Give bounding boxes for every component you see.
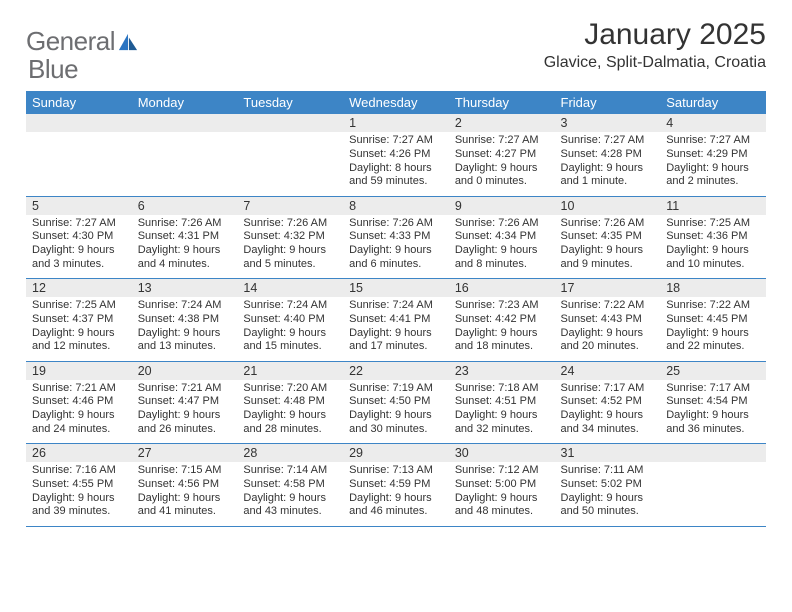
day-info: Sunrise: 7:26 AMSunset: 4:31 PMDaylight:… [132, 215, 238, 279]
title-block: January 2025 Glavice, Split-Dalmatia, Cr… [544, 18, 766, 72]
day-header-row: SundayMondayTuesdayWednesdayThursdayFrid… [26, 91, 766, 114]
daynum-row: 1234 [26, 114, 766, 132]
day-info: Sunrise: 7:27 AMSunset: 4:29 PMDaylight:… [660, 132, 766, 196]
day-number: 30 [449, 444, 555, 463]
day-info: Sunrise: 7:17 AMSunset: 4:54 PMDaylight:… [660, 380, 766, 444]
day-header: Friday [555, 91, 661, 114]
logo: General [26, 26, 140, 57]
day-number: 31 [555, 444, 661, 463]
logo-word1: General [26, 26, 115, 57]
day-info [237, 132, 343, 196]
day-number: 10 [555, 196, 661, 215]
calendar-table: SundayMondayTuesdayWednesdayThursdayFrid… [26, 91, 766, 527]
day-number: 22 [343, 361, 449, 380]
day-number: 21 [237, 361, 343, 380]
day-number: 7 [237, 196, 343, 215]
day-number: 13 [132, 279, 238, 298]
day-number: 17 [555, 279, 661, 298]
day-info: Sunrise: 7:19 AMSunset: 4:50 PMDaylight:… [343, 380, 449, 444]
day-number: 23 [449, 361, 555, 380]
day-info: Sunrise: 7:20 AMSunset: 4:48 PMDaylight:… [237, 380, 343, 444]
day-header: Wednesday [343, 91, 449, 114]
day-info: Sunrise: 7:11 AMSunset: 5:02 PMDaylight:… [555, 462, 661, 526]
day-number: 5 [26, 196, 132, 215]
day-number: 26 [26, 444, 132, 463]
day-number [660, 444, 766, 463]
location: Glavice, Split-Dalmatia, Croatia [544, 54, 766, 72]
day-info: Sunrise: 7:24 AMSunset: 4:41 PMDaylight:… [343, 297, 449, 361]
day-info: Sunrise: 7:21 AMSunset: 4:47 PMDaylight:… [132, 380, 238, 444]
day-info: Sunrise: 7:23 AMSunset: 4:42 PMDaylight:… [449, 297, 555, 361]
day-info: Sunrise: 7:24 AMSunset: 4:40 PMDaylight:… [237, 297, 343, 361]
day-info [660, 462, 766, 526]
day-number: 24 [555, 361, 661, 380]
info-row: Sunrise: 7:21 AMSunset: 4:46 PMDaylight:… [26, 380, 766, 444]
day-info: Sunrise: 7:24 AMSunset: 4:38 PMDaylight:… [132, 297, 238, 361]
day-number: 6 [132, 196, 238, 215]
day-info: Sunrise: 7:26 AMSunset: 4:35 PMDaylight:… [555, 215, 661, 279]
day-info [132, 132, 238, 196]
day-info: Sunrise: 7:18 AMSunset: 4:51 PMDaylight:… [449, 380, 555, 444]
day-info: Sunrise: 7:27 AMSunset: 4:30 PMDaylight:… [26, 215, 132, 279]
day-number: 9 [449, 196, 555, 215]
day-info: Sunrise: 7:15 AMSunset: 4:56 PMDaylight:… [132, 462, 238, 526]
info-row: Sunrise: 7:27 AMSunset: 4:26 PMDaylight:… [26, 132, 766, 196]
day-number: 29 [343, 444, 449, 463]
day-info: Sunrise: 7:14 AMSunset: 4:58 PMDaylight:… [237, 462, 343, 526]
day-number: 1 [343, 114, 449, 132]
day-number: 25 [660, 361, 766, 380]
day-header: Thursday [449, 91, 555, 114]
day-number: 3 [555, 114, 661, 132]
daynum-row: 12131415161718 [26, 279, 766, 298]
logo-sail-icon [117, 32, 139, 52]
day-number: 2 [449, 114, 555, 132]
day-info: Sunrise: 7:25 AMSunset: 4:37 PMDaylight:… [26, 297, 132, 361]
day-number [26, 114, 132, 132]
info-row: Sunrise: 7:16 AMSunset: 4:55 PMDaylight:… [26, 462, 766, 526]
day-number: 19 [26, 361, 132, 380]
info-row: Sunrise: 7:27 AMSunset: 4:30 PMDaylight:… [26, 215, 766, 279]
day-number: 4 [660, 114, 766, 132]
logo-word2: Blue [28, 54, 78, 84]
daynum-row: 19202122232425 [26, 361, 766, 380]
day-info: Sunrise: 7:26 AMSunset: 4:32 PMDaylight:… [237, 215, 343, 279]
day-info: Sunrise: 7:22 AMSunset: 4:43 PMDaylight:… [555, 297, 661, 361]
calendar-page: General January 2025 Glavice, Split-Dalm… [0, 0, 792, 527]
day-info: Sunrise: 7:27 AMSunset: 4:26 PMDaylight:… [343, 132, 449, 196]
day-info: Sunrise: 7:12 AMSunset: 5:00 PMDaylight:… [449, 462, 555, 526]
day-number: 18 [660, 279, 766, 298]
day-number: 20 [132, 361, 238, 380]
day-number: 15 [343, 279, 449, 298]
day-number: 11 [660, 196, 766, 215]
day-info: Sunrise: 7:26 AMSunset: 4:33 PMDaylight:… [343, 215, 449, 279]
day-header: Sunday [26, 91, 132, 114]
day-number [237, 114, 343, 132]
day-info: Sunrise: 7:16 AMSunset: 4:55 PMDaylight:… [26, 462, 132, 526]
day-header: Tuesday [237, 91, 343, 114]
day-info: Sunrise: 7:21 AMSunset: 4:46 PMDaylight:… [26, 380, 132, 444]
day-info: Sunrise: 7:26 AMSunset: 4:34 PMDaylight:… [449, 215, 555, 279]
day-info: Sunrise: 7:25 AMSunset: 4:36 PMDaylight:… [660, 215, 766, 279]
day-number: 8 [343, 196, 449, 215]
info-row: Sunrise: 7:25 AMSunset: 4:37 PMDaylight:… [26, 297, 766, 361]
daynum-row: 567891011 [26, 196, 766, 215]
day-number: 12 [26, 279, 132, 298]
day-number: 28 [237, 444, 343, 463]
month-title: January 2025 [544, 18, 766, 52]
day-info: Sunrise: 7:17 AMSunset: 4:52 PMDaylight:… [555, 380, 661, 444]
day-number [132, 114, 238, 132]
day-header: Saturday [660, 91, 766, 114]
day-info: Sunrise: 7:27 AMSunset: 4:27 PMDaylight:… [449, 132, 555, 196]
day-number: 16 [449, 279, 555, 298]
day-info: Sunrise: 7:13 AMSunset: 4:59 PMDaylight:… [343, 462, 449, 526]
day-number: 27 [132, 444, 238, 463]
day-info [26, 132, 132, 196]
day-info: Sunrise: 7:22 AMSunset: 4:45 PMDaylight:… [660, 297, 766, 361]
day-info: Sunrise: 7:27 AMSunset: 4:28 PMDaylight:… [555, 132, 661, 196]
day-number: 14 [237, 279, 343, 298]
daynum-row: 262728293031 [26, 444, 766, 463]
day-header: Monday [132, 91, 238, 114]
